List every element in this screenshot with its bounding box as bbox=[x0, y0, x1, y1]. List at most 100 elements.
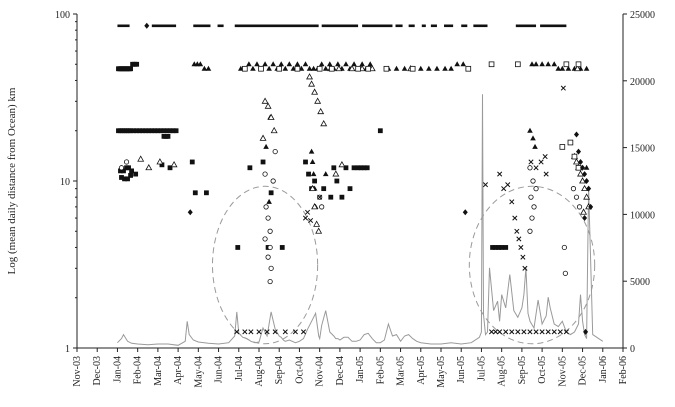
data-point-open-circle bbox=[262, 236, 268, 242]
x-tick-label: Jul-04 bbox=[234, 356, 245, 381]
data-point-open-circle bbox=[561, 244, 567, 251]
x-tick-label: Sep-04 bbox=[274, 356, 285, 384]
data-point-x-cross bbox=[539, 329, 545, 335]
data-point-open-square bbox=[355, 65, 361, 72]
x-cross-stroke bbox=[501, 186, 507, 192]
data-point-filled-square bbox=[351, 165, 357, 171]
data-point-filled-square bbox=[358, 165, 364, 171]
data-point-filled-diamond bbox=[588, 203, 594, 210]
data-point-filled-square bbox=[192, 190, 198, 196]
data-point-x-cross bbox=[538, 159, 544, 165]
data-point-open-circle bbox=[263, 204, 269, 210]
data-point-open-circle bbox=[530, 178, 536, 184]
x-cross-stroke bbox=[503, 329, 509, 335]
data-point-x-cross bbox=[304, 209, 311, 215]
data-point-filled-square bbox=[268, 190, 274, 196]
x-cross-stroke bbox=[557, 329, 563, 335]
data-point-open-square bbox=[365, 65, 371, 72]
data-point-open-square bbox=[328, 65, 335, 72]
data-point-filled-diamond bbox=[580, 164, 586, 171]
data-point-open-circle bbox=[265, 254, 271, 260]
x-cross-stroke bbox=[272, 329, 278, 335]
data-point-x-cross bbox=[557, 329, 563, 335]
data-point-filled-square bbox=[235, 245, 241, 250]
x-cross-stroke bbox=[521, 329, 527, 335]
data-point-x-cross bbox=[520, 254, 526, 260]
data-point-open-triangle bbox=[580, 208, 588, 215]
data-point-x-cross bbox=[317, 194, 323, 200]
x-tick-label: Jan-06 bbox=[598, 356, 609, 383]
data-point-x-cross bbox=[501, 186, 507, 192]
data-point-filled-triangle bbox=[302, 61, 309, 67]
data-point-open-square bbox=[575, 61, 582, 68]
data-point-open-triangle bbox=[577, 170, 585, 177]
data-point-filled-triangle bbox=[282, 65, 289, 71]
y2-tick-label: 10000 bbox=[630, 210, 655, 221]
data-point-open-circle bbox=[570, 186, 577, 192]
data-point-open-circle bbox=[533, 186, 539, 192]
x-cross-stroke bbox=[497, 329, 503, 335]
data-point-x-cross bbox=[563, 329, 569, 335]
y-tick-label: 1 bbox=[65, 344, 70, 355]
x-cross-stroke bbox=[302, 215, 309, 221]
data-point-filled-triangle bbox=[201, 65, 208, 71]
data-point-x-cross bbox=[551, 329, 557, 335]
data-point-open-square bbox=[515, 61, 521, 68]
data-point-filled-triangle bbox=[533, 61, 539, 67]
x-cross-stroke bbox=[512, 215, 518, 221]
data-point-open-circle bbox=[267, 228, 273, 234]
data-point-filled-square bbox=[137, 128, 143, 134]
data-point-filled-triangle bbox=[278, 61, 285, 67]
data-point-filled-square bbox=[355, 165, 361, 171]
data-point-open-triangle bbox=[573, 158, 580, 165]
data-point-x-cross bbox=[482, 182, 489, 188]
data-point-filled-triangle bbox=[326, 61, 333, 67]
data-point-open-circle bbox=[118, 165, 125, 171]
x-cross-stroke bbox=[551, 329, 557, 335]
x-tick-label: Jan-04 bbox=[112, 356, 123, 383]
x-cross-stroke bbox=[538, 159, 544, 165]
y-axis-title: Log (mean daily distance from Ocean) km bbox=[6, 87, 18, 274]
data-point-open-square bbox=[567, 139, 574, 146]
data-point-filled-diamond bbox=[573, 131, 579, 138]
data-point-filled-square bbox=[129, 168, 134, 174]
data-point-filled-triangle bbox=[583, 164, 590, 170]
x-cross-stroke bbox=[533, 165, 539, 171]
x-cross-stroke bbox=[542, 154, 548, 160]
data-point-filled-square bbox=[361, 165, 367, 171]
data-point-filled-square bbox=[122, 176, 127, 182]
y2-tick-label: 0 bbox=[630, 344, 635, 355]
x-tick-label: Apr-05 bbox=[416, 356, 427, 385]
data-point-open-triangle bbox=[259, 134, 267, 141]
data-point-filled-square bbox=[165, 133, 171, 139]
data-point-filled-square bbox=[128, 173, 133, 178]
data-point-filled-triangle bbox=[559, 65, 566, 71]
data-point-open-triangle bbox=[320, 119, 328, 127]
data-point-filled-square bbox=[303, 159, 308, 165]
data-point-open-circle bbox=[265, 215, 271, 221]
data-point-x-cross bbox=[522, 265, 528, 271]
x-cross-stroke bbox=[256, 329, 262, 335]
data-point-open-triangle bbox=[332, 170, 340, 177]
annotation-layer bbox=[211, 185, 596, 345]
data-point-filled-square bbox=[146, 128, 152, 134]
data-point-filled-square bbox=[161, 128, 167, 134]
data-point-open-triangle bbox=[311, 88, 319, 95]
data-point-open-circle bbox=[527, 165, 533, 171]
x-cross-stroke bbox=[264, 329, 270, 335]
x-cross-stroke bbox=[482, 182, 489, 188]
x-tick-label: Oct-05 bbox=[537, 356, 548, 384]
data-point-filled-diamond bbox=[187, 209, 193, 216]
data-point-x-cross bbox=[300, 329, 307, 335]
data-point-filled-triangle bbox=[270, 61, 276, 67]
data-point-filled-triangle bbox=[539, 61, 545, 67]
data-point-filled-triangle bbox=[401, 65, 408, 71]
x-cross-stroke bbox=[545, 329, 551, 335]
data-point-x-cross bbox=[272, 329, 278, 335]
data-point-open-triangle bbox=[311, 203, 319, 210]
x-tick-label: Nov-03 bbox=[72, 356, 83, 387]
data-point-open-circle bbox=[268, 265, 274, 271]
data-point-open-circle bbox=[576, 204, 583, 210]
data-point-filled-triangle bbox=[426, 65, 432, 71]
data-point-open-triangle bbox=[309, 184, 317, 192]
